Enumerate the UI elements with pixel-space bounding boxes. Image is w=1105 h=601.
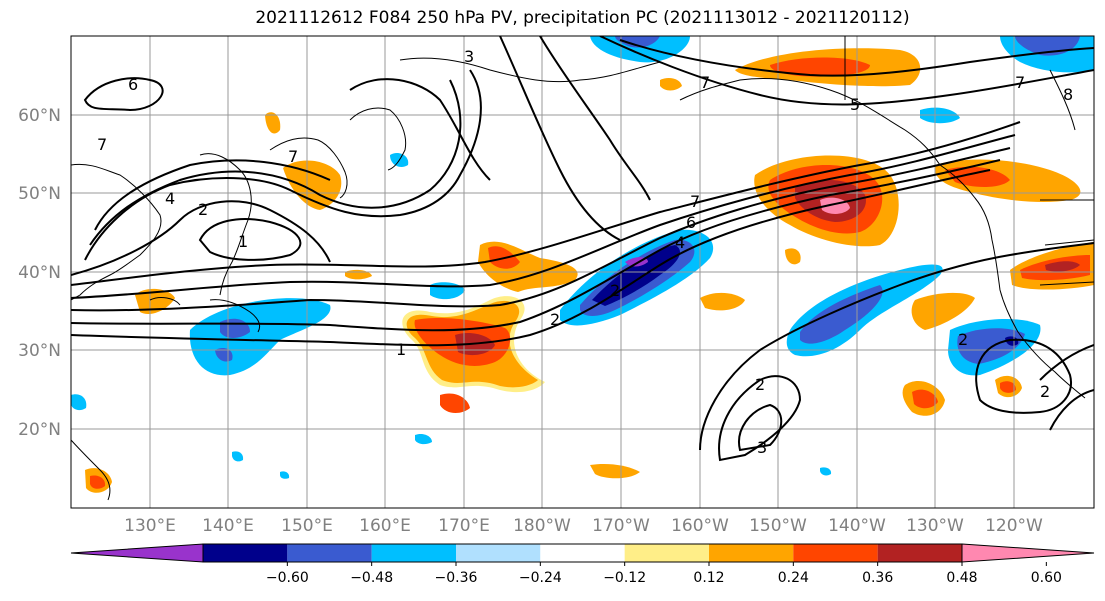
contour-labels: 6 7 4 2 1 1 2 2 4 6 7 7 5 2 3 2 2 8 7 7 … [97,47,1073,457]
colorbar-segment [877,544,962,562]
colorbar-tick-label: 0.36 [862,570,893,586]
lat-label: 50°N [18,184,61,204]
colorbar-segment [624,544,709,562]
contour-label: 5 [850,95,860,114]
lon-label: 140°W [828,516,886,536]
colorbar-segment [793,544,878,562]
colorbar: −0.60 −0.48 −0.36 −0.24 −0.12 0.12 0.24 0.36 0.4… [70,543,1095,586]
colorbar-tick-label: 0.24 [778,570,809,586]
lat-label: 30°N [18,341,61,361]
colorbar-tick-label: −0.24 [519,570,562,586]
precip-positive-shading [85,48,1094,493]
contour-label: 7 [700,73,710,92]
contour-label: 6 [686,213,696,232]
contour-label: 7 [288,147,298,166]
lon-label: 140°E [202,516,254,536]
lat-label: 20°N [18,420,61,440]
colorbar-tick-label: −0.36 [435,570,478,586]
lat-label: 40°N [18,263,61,283]
contour-label: 3 [757,438,767,457]
latitude-labels: 60°N 50°N 40°N 30°N 20°N [18,106,61,440]
contour-label: 2 [755,375,765,394]
contour-label: 6 [128,75,138,94]
lon-label: 130°W [906,516,964,536]
lon-label: 160°E [359,516,411,536]
colorbar-tick-label: −0.12 [603,570,646,586]
colorbar-extend-high [961,543,1095,563]
contour-label: 2 [958,330,968,349]
contour-label: 4 [675,233,685,252]
colorbar-tick-label: 0.60 [1031,570,1062,586]
longitude-labels: 130°E 140°E 150°E 160°E 170°E 180°W 170°… [124,516,1043,536]
contour-label: 2 [198,200,208,219]
coastlines [71,36,1094,501]
colorbar-segment [371,544,456,562]
colorbar-tick-label: 0.48 [946,570,977,586]
lon-label: 180°W [513,516,571,536]
contour-label: 2 [1040,382,1050,401]
contour-label: 4 [165,189,175,208]
lon-label: 170°E [438,516,490,536]
colorbar-frame [202,543,963,563]
colorbar-segment [203,544,288,562]
contour-label: 7 [97,135,107,154]
colorbar-tick-label: 0.12 [693,570,724,586]
pv-contours [71,36,1094,462]
lon-label: 150°E [281,516,333,536]
contour-label: 2 [610,281,620,300]
lon-label: 130°E [124,516,176,536]
contour-label: 7 [690,192,700,211]
contour-label: 8 [1063,85,1073,104]
map-plot-area: 6 7 4 2 1 1 2 2 4 6 7 7 5 2 3 2 2 8 7 7 … [71,36,1094,508]
colorbar-segment [709,544,794,562]
contour-label: 3 [464,47,474,66]
contour-label: 7 [1015,73,1025,92]
lon-label: 160°W [671,516,729,536]
colorbar-tick-label: −0.60 [266,570,309,586]
contour-label: 2 [550,310,560,329]
colorbar-segment [287,544,372,562]
contour-label: 1 [396,340,406,359]
map-frame [70,35,1095,509]
map-title: 2021112612 F084 250 hPa PV, precipitatio… [255,8,910,28]
colorbar-segment [540,544,625,562]
colorbar-tick-label: −0.48 [350,570,393,586]
lat-label: 60°N [18,106,61,126]
lon-label: 120°W [985,516,1043,536]
lon-label: 150°W [749,516,807,536]
colorbar-extend-low [70,543,204,563]
colorbar-segment [456,544,541,562]
contour-label: 1 [238,232,248,251]
lon-label: 170°W [592,516,650,536]
